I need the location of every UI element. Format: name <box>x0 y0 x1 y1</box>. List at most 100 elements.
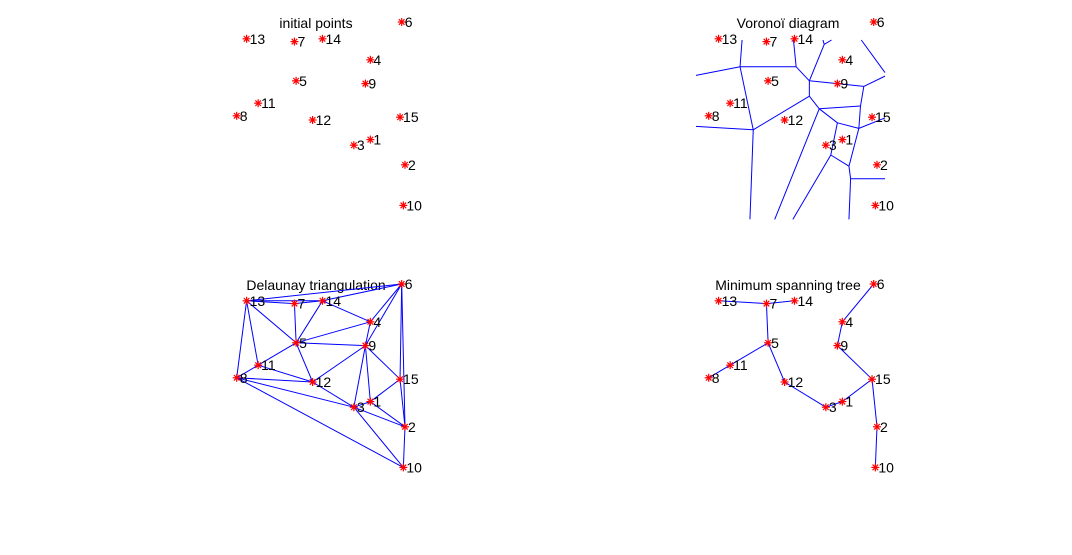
voronoi-edge <box>774 108 820 220</box>
point-marker <box>397 280 406 288</box>
graph-edge <box>365 345 401 380</box>
point-marker-stroke <box>763 38 770 45</box>
graph-edge <box>236 364 259 379</box>
point-marker <box>871 201 880 210</box>
voronoi-edge <box>822 39 825 45</box>
voronoi-edge <box>695 66 741 76</box>
point-marker-stroke <box>400 202 407 209</box>
point-label: 3 <box>829 137 837 153</box>
point-marker <box>396 375 405 384</box>
panel-title: Minimum spanning tree <box>715 277 861 293</box>
point-marker-stroke <box>292 77 300 85</box>
point-marker-stroke <box>398 18 405 26</box>
voronoi-edge <box>858 105 861 129</box>
point-label: 12 <box>316 374 332 390</box>
voronoi-edge <box>860 39 886 73</box>
point-label: 15 <box>403 109 419 125</box>
point-marker-stroke <box>726 361 734 369</box>
voronoi-edge <box>860 86 865 107</box>
point-label: 7 <box>769 296 777 312</box>
point-label: 1 <box>373 394 381 410</box>
graph-edge <box>294 300 323 305</box>
point-label: 7 <box>769 34 777 50</box>
point-marker <box>308 378 317 386</box>
point-label: 4 <box>373 314 381 330</box>
point-marker-stroke <box>822 403 830 411</box>
point-marker-stroke <box>834 80 841 87</box>
point-marker <box>764 76 773 85</box>
graph-edge <box>246 300 259 366</box>
voronoi-edge <box>752 95 810 131</box>
voronoi-edge <box>808 44 825 81</box>
point-marker <box>292 338 301 347</box>
point-marker <box>396 113 405 122</box>
voronoi-edge <box>818 108 838 124</box>
point-marker <box>290 299 299 308</box>
point-label: 2 <box>408 157 416 173</box>
point-marker-stroke <box>367 56 374 64</box>
point-marker <box>401 422 409 431</box>
voronoi-edge <box>830 154 850 167</box>
graph-edge <box>246 300 297 344</box>
point-marker-stroke <box>764 339 772 347</box>
point-label: 13 <box>250 31 266 47</box>
point-marker-stroke <box>872 464 879 471</box>
graph-edge <box>402 426 406 468</box>
point-marker-stroke <box>822 141 830 149</box>
point-marker <box>868 375 877 384</box>
graph-edge <box>364 321 371 346</box>
point-label: 10 <box>406 197 422 213</box>
panel-title: initial points <box>279 15 352 31</box>
graph-edge <box>258 364 313 383</box>
voronoi-edge <box>848 166 852 179</box>
point-marker <box>838 135 847 144</box>
point-label: 1 <box>845 394 853 410</box>
graph-edge <box>236 300 248 378</box>
point-marker-stroke <box>868 375 876 383</box>
graph-edge <box>312 345 366 383</box>
point-marker-stroke <box>791 35 798 43</box>
point-marker <box>366 317 375 326</box>
point-marker-stroke <box>243 35 250 43</box>
point-marker <box>318 296 327 305</box>
point-marker <box>790 34 799 43</box>
point-label: 1 <box>373 132 381 148</box>
point-marker-stroke <box>319 297 326 305</box>
point-marker <box>401 160 409 169</box>
point-label: 9 <box>368 338 376 354</box>
point-marker <box>232 111 241 120</box>
point-marker-stroke <box>309 116 316 124</box>
point-marker <box>780 116 789 124</box>
point-marker-stroke <box>309 378 316 386</box>
point-label: 2 <box>880 419 888 435</box>
point-marker-stroke <box>291 38 298 45</box>
graph-edge <box>370 401 406 428</box>
point-marker-stroke <box>763 300 770 307</box>
point-label: 10 <box>878 459 894 475</box>
point-marker <box>762 299 771 308</box>
point-label: 6 <box>405 276 413 292</box>
point-label: 11 <box>261 95 276 111</box>
point-marker-stroke <box>868 113 876 121</box>
voronoi-edge <box>739 66 754 130</box>
point-label: 14 <box>798 31 814 47</box>
point-marker <box>366 397 375 406</box>
graph-edge <box>293 303 297 343</box>
point-label: 11 <box>733 95 748 111</box>
point-marker <box>399 201 408 210</box>
point-marker <box>308 116 317 124</box>
point-label: 6 <box>877 14 885 30</box>
point-label: 4 <box>373 52 381 68</box>
voronoi-edge <box>863 75 886 87</box>
point-marker <box>821 141 830 150</box>
point-marker-stroke <box>839 318 846 326</box>
point-label: 3 <box>357 399 365 415</box>
point-marker-stroke <box>398 280 405 288</box>
point-marker-stroke <box>291 300 298 307</box>
graph-edge <box>874 426 878 468</box>
graph-edge <box>236 377 313 383</box>
point-label: 11 <box>261 357 276 373</box>
voronoi-edge <box>848 178 852 220</box>
point-marker <box>838 55 847 64</box>
